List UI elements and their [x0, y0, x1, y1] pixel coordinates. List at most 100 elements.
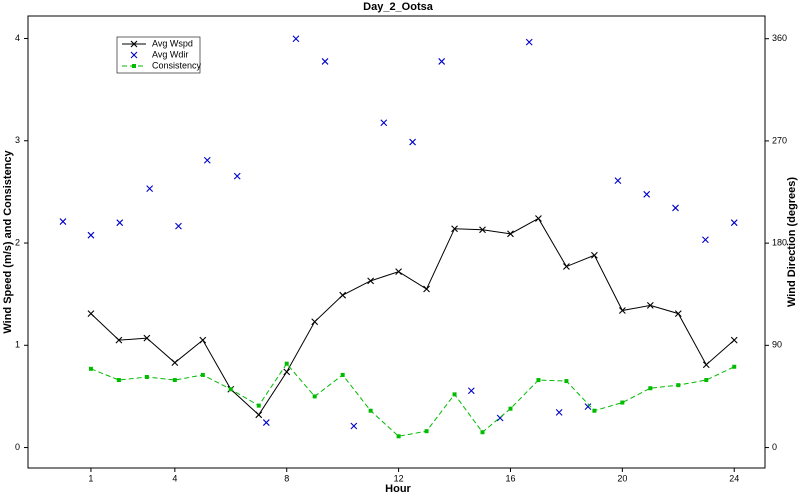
x-marker [87, 231, 95, 239]
x-marker [555, 408, 563, 416]
x-marker [618, 307, 626, 314]
square-marker [452, 392, 457, 397]
y-tick-label: 0 [15, 442, 20, 452]
square-marker [536, 378, 541, 383]
x-marker [233, 172, 241, 180]
y2-tick-label: 360 [772, 33, 787, 43]
x-marker [59, 218, 67, 225]
x-marker [451, 225, 458, 233]
square-marker [368, 408, 373, 413]
x-marker [395, 268, 402, 276]
x-marker [507, 230, 514, 238]
x-marker [311, 318, 319, 326]
y-tick-label: 2 [15, 237, 20, 247]
x-marker [262, 419, 270, 426]
y-axis-label: Wind Speed (m/s) and Consistency [2, 149, 14, 333]
x-marker [614, 177, 622, 185]
x-marker [590, 251, 598, 259]
x-marker [643, 190, 651, 198]
square-marker [200, 372, 205, 377]
x-marker [438, 58, 446, 65]
square-marker [732, 364, 737, 369]
square-marker [116, 378, 121, 383]
x-marker [702, 361, 710, 369]
x-marker [730, 336, 738, 344]
square-marker [508, 406, 513, 411]
square-marker [144, 374, 149, 379]
plot-frame [27, 15, 766, 469]
x-marker [115, 336, 123, 344]
square-marker [172, 378, 177, 383]
x-marker [563, 263, 570, 270]
x-marker [171, 359, 179, 367]
x-marker [380, 119, 388, 127]
square-marker [648, 386, 653, 391]
x-marker [423, 285, 430, 293]
x-marker [292, 35, 300, 43]
x-marker [87, 310, 95, 317]
x-axis-label: Hour [385, 483, 411, 495]
legend-marker [130, 40, 138, 48]
square-marker [564, 379, 569, 384]
x-marker [146, 185, 154, 193]
x-tick-label: 20 [617, 473, 627, 483]
y2-tick-label: 180 [772, 238, 787, 248]
legend-label: Avg Wspd [152, 38, 193, 48]
legend-marker [130, 51, 138, 59]
x-marker [730, 219, 738, 227]
x-marker [584, 403, 592, 411]
x-marker [672, 204, 679, 212]
x-marker [116, 219, 124, 227]
x-marker [409, 138, 416, 146]
x-marker [674, 310, 682, 317]
x-marker [321, 58, 329, 65]
x-tick-label: 8 [284, 473, 289, 483]
x-tick-label: 24 [729, 473, 739, 483]
square-marker [256, 403, 261, 408]
legend-marker [132, 64, 136, 68]
x-marker [283, 368, 291, 376]
square-marker [424, 429, 429, 434]
x-marker [175, 222, 182, 230]
x-marker [367, 277, 375, 285]
x-marker [339, 291, 347, 299]
series-line [90, 217, 735, 416]
y2-tick-label: 0 [772, 442, 777, 452]
x-tick-label: 4 [172, 473, 177, 483]
y2-tick-label: 270 [772, 135, 787, 145]
square-marker [480, 430, 485, 435]
square-marker [396, 434, 401, 439]
series-line [90, 362, 735, 437]
y2-tick-label: 90 [772, 340, 782, 350]
x-marker [535, 215, 542, 222]
y2-axis-label: Wind Direction (degrees) [786, 177, 798, 307]
x-marker [199, 336, 207, 344]
x-marker [479, 226, 486, 234]
x-marker [646, 302, 654, 309]
legend-box [116, 36, 201, 74]
square-marker [592, 408, 597, 413]
square-marker [676, 383, 681, 388]
x-marker [467, 387, 475, 395]
x-marker [255, 411, 263, 419]
x-tick-label: 12 [394, 473, 404, 483]
square-marker [284, 361, 289, 366]
x-marker [143, 334, 151, 342]
legend-label: Avg Wdir [152, 49, 188, 59]
y-tick-label: 1 [15, 340, 20, 350]
x-tick-label: 1 [88, 473, 93, 483]
legend-label: Consistency [152, 60, 202, 70]
y-tick-label: 4 [15, 33, 20, 43]
y-tick-label: 3 [15, 135, 20, 145]
square-marker [312, 394, 317, 399]
chart-title: Day_2_Ootsa [363, 1, 434, 13]
square-marker [340, 372, 345, 377]
x-marker [525, 38, 533, 46]
square-marker [620, 400, 625, 405]
x-marker [350, 422, 358, 430]
square-marker [88, 366, 93, 371]
x-marker [702, 236, 709, 244]
x-tick-label: 16 [505, 473, 515, 483]
square-marker [704, 378, 709, 383]
